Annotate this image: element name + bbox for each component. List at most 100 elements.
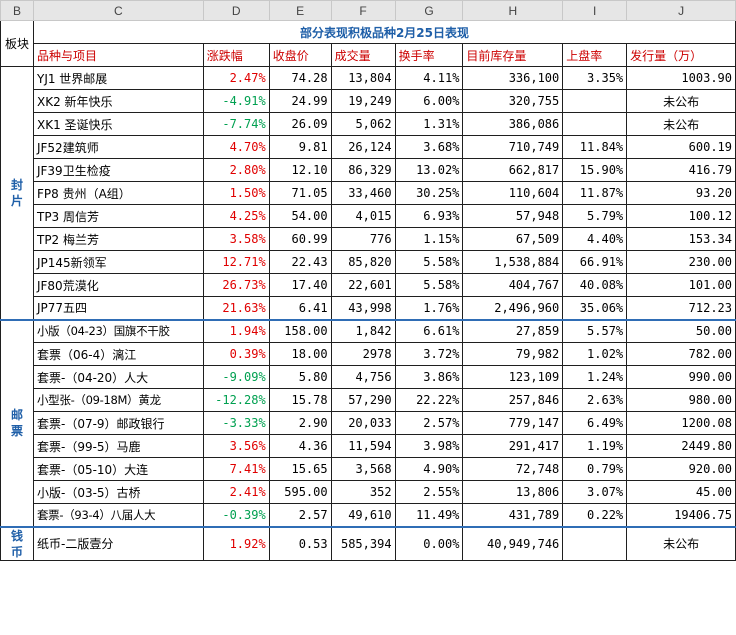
cell-volume[interactable]: 11,594 xyxy=(330,434,396,458)
cell-volume[interactable]: 776 xyxy=(330,227,396,251)
cell-turnover[interactable]: 6.00% xyxy=(394,89,464,113)
cell-issue[interactable]: 未公布 xyxy=(626,112,736,136)
cell-stock[interactable]: 67,509 xyxy=(462,227,564,251)
cell-stock[interactable]: 79,982 xyxy=(462,342,564,366)
cell-rate[interactable]: 4.40% xyxy=(562,227,628,251)
cell-change[interactable]: 12.71% xyxy=(202,250,270,274)
cell-stock[interactable]: 320,755 xyxy=(462,89,564,113)
cell-volume[interactable]: 5,062 xyxy=(330,112,396,136)
header-name[interactable]: 品种与项目 xyxy=(32,43,204,67)
cell-name[interactable]: TP2 梅兰芳 xyxy=(32,227,204,251)
cell-change[interactable]: -4.91% xyxy=(202,89,270,113)
cell-volume[interactable]: 33,460 xyxy=(330,181,396,205)
cell-stock[interactable]: 257,846 xyxy=(462,388,564,412)
cell-issue[interactable]: 416.79 xyxy=(626,158,736,182)
cell-issue[interactable]: 50.00 xyxy=(626,318,736,343)
column-header-e[interactable]: E xyxy=(268,0,332,21)
cell-issue[interactable]: 712.23 xyxy=(626,296,736,320)
cell-turnover[interactable]: 3.72% xyxy=(394,342,464,366)
cell-rate[interactable]: 35.06% xyxy=(562,296,628,320)
cell-name[interactable]: 套票-（05-10）大连 xyxy=(32,457,204,481)
cell-close[interactable]: 24.99 xyxy=(268,89,332,113)
cell-stock[interactable]: 336,100 xyxy=(462,66,564,90)
cell-change[interactable]: 26.73% xyxy=(202,273,270,297)
cell-rate[interactable]: 3.35% xyxy=(562,66,628,90)
cell-rate[interactable]: 66.91% xyxy=(562,250,628,274)
category-label[interactable]: 邮票 xyxy=(0,318,34,527)
header-close[interactable]: 收盘价 xyxy=(268,43,332,67)
cell-turnover[interactable]: 1.31% xyxy=(394,112,464,136)
cell-volume[interactable]: 13,804 xyxy=(330,66,396,90)
cell-close[interactable]: 158.00 xyxy=(268,318,332,343)
cell-name[interactable]: 小型张-（09-18M）黄龙 xyxy=(32,388,204,412)
cell-change[interactable]: 2.80% xyxy=(202,158,270,182)
cell-issue[interactable]: 45.00 xyxy=(626,480,736,504)
cell-rate[interactable] xyxy=(562,112,628,136)
cell-close[interactable]: 74.28 xyxy=(268,66,332,90)
cell-volume[interactable]: 57,290 xyxy=(330,388,396,412)
cell-close[interactable]: 17.40 xyxy=(268,273,332,297)
cell-change[interactable]: -7.74% xyxy=(202,112,270,136)
header-rate[interactable]: 上盘率 xyxy=(562,43,628,67)
cell-stock[interactable]: 2,496,960 xyxy=(462,296,564,320)
cell-volume[interactable]: 49,610 xyxy=(330,503,396,527)
cell-change[interactable]: 4.25% xyxy=(202,204,270,228)
cell-issue[interactable]: 93.20 xyxy=(626,181,736,205)
cell-turnover[interactable]: 1.76% xyxy=(394,296,464,320)
cell-close[interactable]: 2.90 xyxy=(268,411,332,435)
header-issue[interactable]: 发行量（万） xyxy=(626,43,736,67)
cell-turnover[interactable]: 3.98% xyxy=(394,434,464,458)
cell-turnover[interactable]: 4.90% xyxy=(394,457,464,481)
cell-name[interactable]: YJ1 世界邮展 xyxy=(32,66,204,90)
sheet-title[interactable]: 部分表现积极品种2月25日表现 xyxy=(32,20,736,44)
cell-volume[interactable]: 85,820 xyxy=(330,250,396,274)
cell-close[interactable]: 54.00 xyxy=(268,204,332,228)
cell-volume[interactable]: 3,568 xyxy=(330,457,396,481)
cell-rate[interactable]: 1.24% xyxy=(562,365,628,389)
cell-volume[interactable]: 26,124 xyxy=(330,135,396,159)
cell-stock[interactable]: 291,417 xyxy=(462,434,564,458)
cell-name[interactable]: JF39卫生检疫 xyxy=(32,158,204,182)
cell-stock[interactable]: 386,086 xyxy=(462,112,564,136)
cell-issue[interactable]: 600.19 xyxy=(626,135,736,159)
cell-volume[interactable]: 4,015 xyxy=(330,204,396,228)
cell-stock[interactable]: 404,767 xyxy=(462,273,564,297)
cell-change[interactable]: 1.50% xyxy=(202,181,270,205)
cell-rate[interactable]: 1.02% xyxy=(562,342,628,366)
cell-turnover[interactable]: 11.49% xyxy=(394,503,464,527)
cell-change[interactable]: -3.33% xyxy=(202,411,270,435)
column-header-g[interactable]: G xyxy=(394,0,464,21)
cell-name[interactable]: 小版（04-23）国旗不干胶 xyxy=(32,318,204,343)
category-label[interactable]: 封片 xyxy=(0,66,34,320)
cell-issue[interactable]: 1200.08 xyxy=(626,411,736,435)
cell-turnover[interactable]: 30.25% xyxy=(394,181,464,205)
cell-close[interactable]: 5.80 xyxy=(268,365,332,389)
cell-issue[interactable]: 920.00 xyxy=(626,457,736,481)
cell-turnover[interactable]: 6.93% xyxy=(394,204,464,228)
cell-rate[interactable]: 1.19% xyxy=(562,434,628,458)
block-label[interactable]: 板块 xyxy=(0,20,34,67)
cell-issue[interactable]: 230.00 xyxy=(626,250,736,274)
cell-change[interactable]: 4.70% xyxy=(202,135,270,159)
cell-stock[interactable]: 1,538,884 xyxy=(462,250,564,274)
cell-issue[interactable]: 未公布 xyxy=(626,525,736,561)
cell-volume[interactable]: 19,249 xyxy=(330,89,396,113)
cell-issue[interactable]: 980.00 xyxy=(626,388,736,412)
cell-change[interactable]: -0.39% xyxy=(202,503,270,527)
cell-name[interactable]: 套票-（99-5）马鹿 xyxy=(32,434,204,458)
column-header-h[interactable]: H xyxy=(462,0,564,21)
cell-stock[interactable]: 40,949,746 xyxy=(462,525,564,561)
cell-name[interactable]: 小版-（03-5）古桥 xyxy=(32,480,204,504)
cell-rate[interactable]: 5.57% xyxy=(562,318,628,343)
cell-turnover[interactable]: 13.02% xyxy=(394,158,464,182)
cell-rate[interactable]: 11.87% xyxy=(562,181,628,205)
column-header-j[interactable]: J xyxy=(626,0,736,21)
cell-stock[interactable]: 13,806 xyxy=(462,480,564,504)
cell-change[interactable]: -9.09% xyxy=(202,365,270,389)
cell-close[interactable]: 12.10 xyxy=(268,158,332,182)
cell-turnover[interactable]: 5.58% xyxy=(394,273,464,297)
cell-turnover[interactable]: 0.00% xyxy=(394,525,464,561)
cell-volume[interactable]: 2978 xyxy=(330,342,396,366)
cell-issue[interactable]: 19406.75 xyxy=(626,503,736,527)
cell-name[interactable]: 套票-（04-20）人大 xyxy=(32,365,204,389)
